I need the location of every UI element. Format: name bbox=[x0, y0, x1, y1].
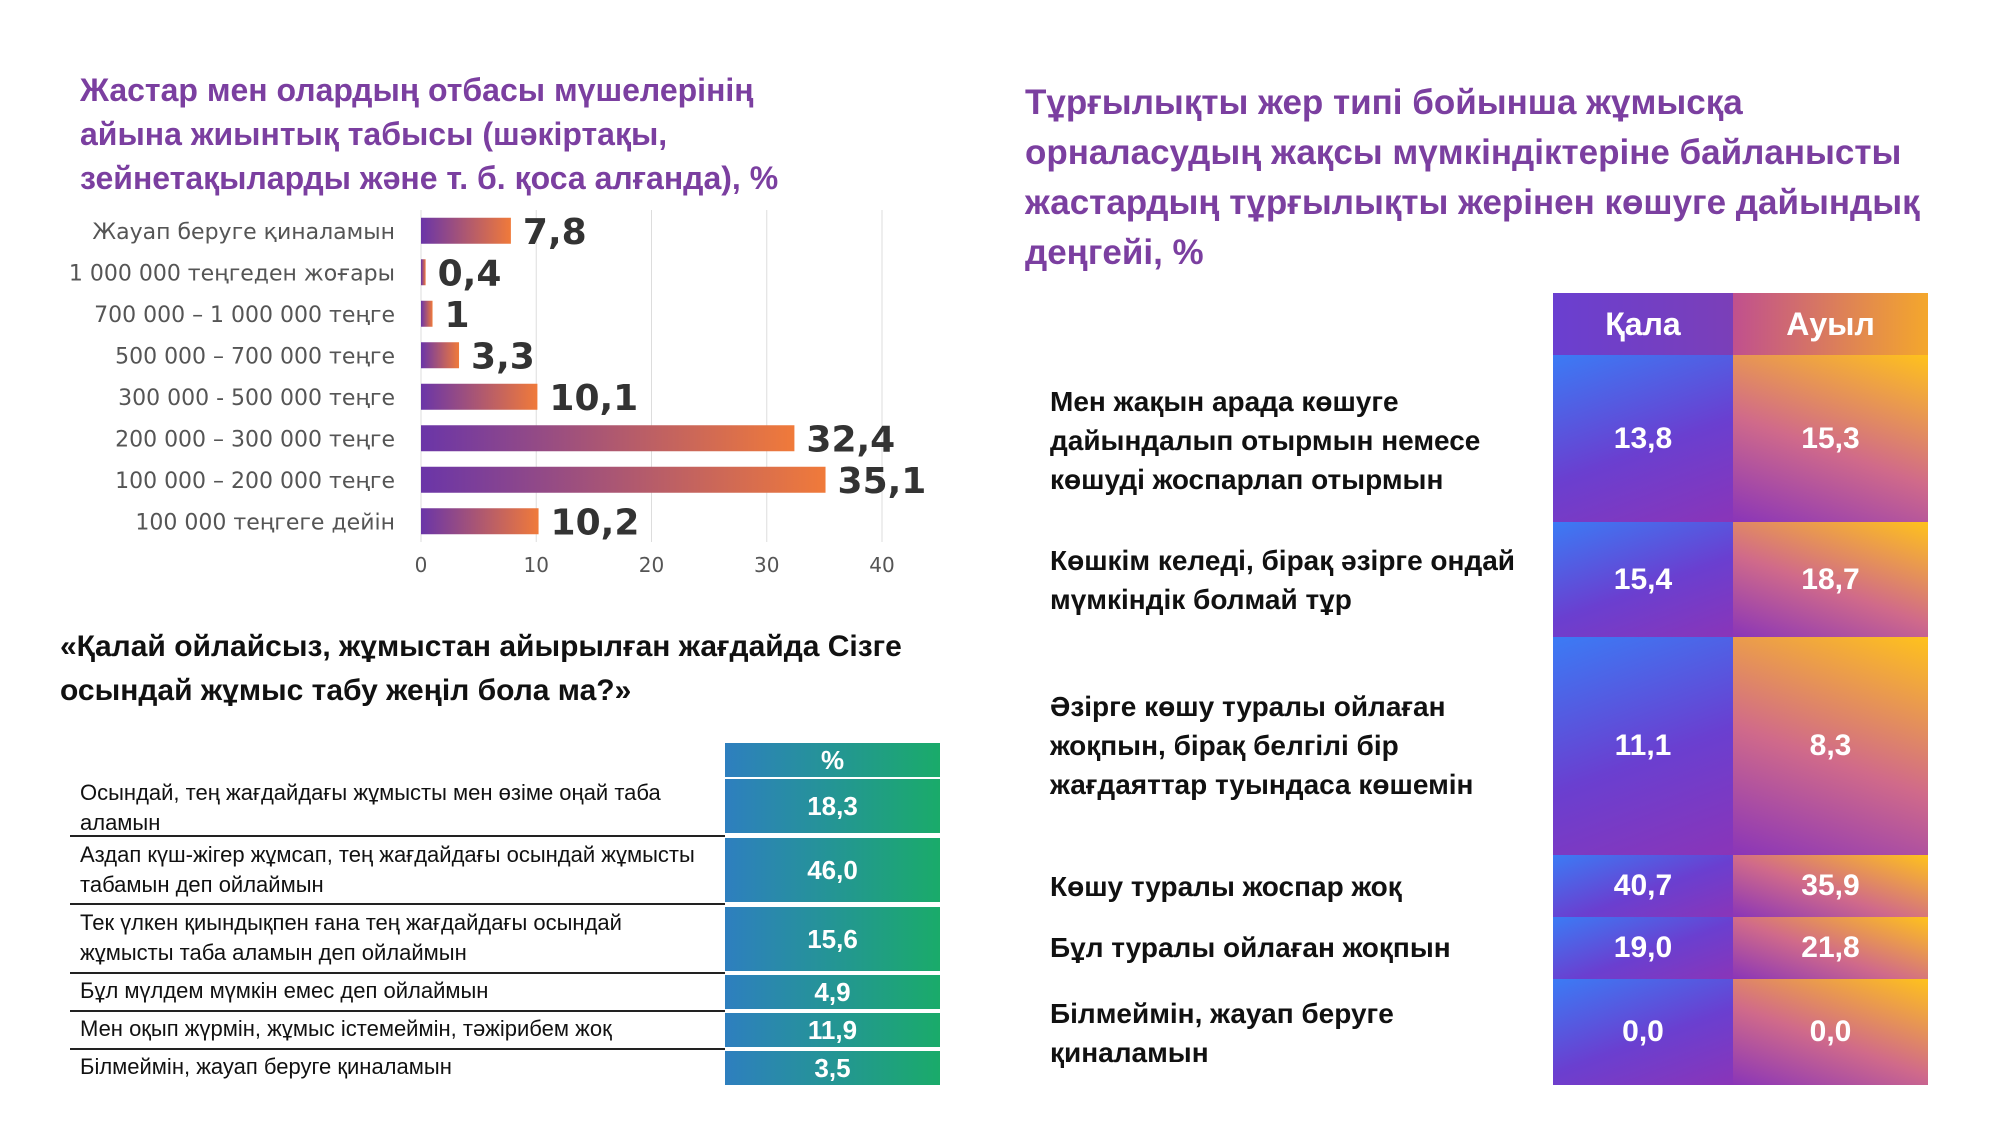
data-label: 1 bbox=[445, 295, 470, 336]
row-label: Мен жақын арада көшуге дайындалып отырмы… bbox=[1050, 385, 1481, 495]
qala-value: 19,0 bbox=[1553, 917, 1733, 979]
data-label: 32,4 bbox=[806, 419, 895, 460]
x-tick-label: 30 bbox=[754, 553, 779, 577]
category-label: 500 000 – 700 000 теңге bbox=[115, 344, 395, 369]
row-divider bbox=[70, 903, 725, 905]
data-label: 10,2 bbox=[551, 502, 640, 543]
auyl-value: 18,7 bbox=[1733, 522, 1928, 637]
bar bbox=[421, 342, 460, 369]
x-tick-label: 40 bbox=[869, 553, 894, 577]
x-tick-label: 10 bbox=[524, 553, 549, 577]
qala-value: 13,8 bbox=[1553, 355, 1733, 522]
qala-value: 11,1 bbox=[1553, 637, 1733, 855]
column-header-qala: Қала bbox=[1553, 293, 1733, 355]
row-divider bbox=[70, 972, 725, 974]
auyl-value: 35,9 bbox=[1733, 855, 1928, 917]
qala-value: 0,0 bbox=[1553, 979, 1733, 1085]
auyl-value: 15,3 bbox=[1733, 355, 1928, 522]
table-row-label: Бұл мүлдем мүмкін емес деп ойлаймын bbox=[80, 978, 489, 1003]
data-label: 3,3 bbox=[471, 336, 535, 377]
bar bbox=[421, 383, 538, 410]
x-tick-label: 0 bbox=[415, 553, 428, 577]
category-label: 200 000 – 300 000 теңге bbox=[115, 427, 395, 452]
table-row-value: 11,9 bbox=[725, 1013, 940, 1047]
row-divider bbox=[70, 1010, 725, 1012]
row-label: Білмеймін, жауап беруге қиналамын bbox=[1050, 997, 1394, 1068]
auyl-value: 0,0 bbox=[1733, 979, 1928, 1085]
category-label: 700 000 – 1 000 000 теңге bbox=[94, 303, 395, 328]
table-row-value: 3,5 bbox=[725, 1051, 940, 1085]
category-label: 1 000 000 теңгеден жоғары bbox=[69, 261, 395, 286]
category-label: 300 000 - 500 000 теңге bbox=[118, 386, 395, 411]
column-header-auyl: Ауыл bbox=[1733, 293, 1928, 355]
qala-value: 40,7 bbox=[1553, 855, 1733, 917]
data-label: 10,1 bbox=[549, 378, 638, 419]
relocation-table-title: Тұрғылықты жер типі бойынша жұмысқа орна… bbox=[1025, 83, 1920, 272]
table-row-label: Тек үлкен қиындықпен ғана тең жағдайдағы… bbox=[80, 910, 622, 965]
category-label: Жауап беруге қиналамын bbox=[92, 220, 395, 245]
x-tick-label: 20 bbox=[639, 553, 664, 577]
job-search-table-title: «Қалай ойлайсыз, жұмыстан айырылған жағд… bbox=[60, 630, 902, 707]
bar bbox=[421, 217, 511, 244]
bar bbox=[421, 300, 433, 327]
auyl-value: 21,8 bbox=[1733, 917, 1928, 979]
table-row-value: 15,6 bbox=[725, 907, 940, 971]
data-label: 35,1 bbox=[838, 461, 927, 502]
data-label: 0,4 bbox=[438, 253, 502, 294]
row-divider bbox=[70, 835, 725, 837]
bar bbox=[421, 425, 795, 452]
table-row-label: Білмеймін, жауап беруге қиналамын bbox=[80, 1054, 452, 1079]
bar bbox=[421, 259, 426, 286]
table-row-label: Осындай, тең жағдайдағы жұмысты мен өзім… bbox=[80, 780, 661, 835]
table-row-label: Аздап күш-жігер жұмсап, тең жағдайдағы о… bbox=[80, 842, 695, 897]
row-divider bbox=[70, 1048, 725, 1050]
bar bbox=[421, 508, 539, 535]
row-label: Көшкім келеді, бірақ әзірге ондай мүмкін… bbox=[1050, 545, 1516, 615]
income-bar-chart: 0 10 20 30 40 Жауап беруге қиналамын 7,8 1 000 … bbox=[69, 210, 927, 577]
auyl-value: 8,3 bbox=[1733, 637, 1928, 855]
row-label: Көшу туралы жоспар жоқ bbox=[1050, 870, 1402, 902]
table-row-label: Мен оқып жүрмін, жұмыс істемеймін, тәжір… bbox=[80, 1016, 612, 1041]
table-header-percent: % bbox=[725, 743, 940, 777]
table-row-value: 4,9 bbox=[725, 975, 940, 1009]
income-chart-title: Жастар мен олардың отбасы мүшелерінің ай… bbox=[80, 72, 779, 196]
row-label: Бұл туралы ойлаған жоқпын bbox=[1050, 932, 1451, 963]
category-label: 100 000 теңгеге дейін bbox=[135, 510, 395, 535]
table-row-value: 46,0 bbox=[725, 838, 940, 902]
row-label: Әзірге көшу туралы ойлаған жоқпын, бірақ… bbox=[1050, 690, 1474, 800]
qala-value: 15,4 bbox=[1553, 522, 1733, 637]
bar bbox=[421, 466, 826, 493]
data-label: 7,8 bbox=[523, 212, 587, 253]
category-label: 100 000 – 200 000 теңге bbox=[115, 469, 395, 494]
table-row-value: 18,3 bbox=[725, 779, 940, 833]
